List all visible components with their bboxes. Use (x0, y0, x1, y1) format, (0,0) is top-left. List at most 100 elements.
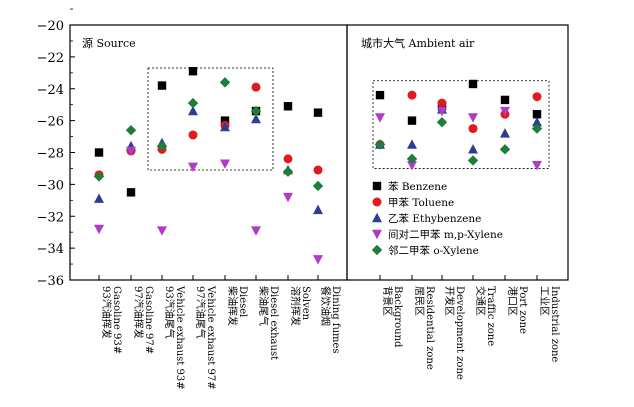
source-xylene_o-point (93, 171, 105, 182)
source-xylene_mp-point (251, 226, 261, 236)
ambient-benzene-point (407, 116, 417, 125)
ambient-xylene_mp-point (500, 106, 510, 117)
ambient-xylene_mp-point (375, 113, 385, 123)
category-label-text: 97汽油挥发Gasoline 97# (132, 286, 154, 354)
category-label-text: 柴油尾气Diesel exhaust (257, 286, 279, 360)
source-highlight-box (147, 67, 274, 171)
source-ethylbenzene-point (94, 193, 104, 203)
source-ethylbenzene-point (313, 204, 323, 215)
category-label-text: 交通区Traffic zone (474, 286, 496, 346)
source-benzene-point (126, 188, 136, 197)
legend-benzene-label: 苯 Benzene (388, 180, 447, 193)
category-label-text: 溶剂挥发Solven (289, 286, 311, 326)
source-xylene_mp-point (126, 146, 136, 157)
source-category-label: 溶剂挥发Solven (289, 286, 311, 326)
source-category-label: 柴油尾气Diesel exhaust (257, 286, 279, 360)
source-xylene_mp-point (313, 255, 323, 265)
y-tick-label: −32 (37, 210, 64, 225)
y-tick-label: −24 (37, 83, 64, 98)
source-benzene-point (157, 81, 167, 90)
source-xylene_o-point (125, 124, 137, 136)
source-ethylbenzene-point (220, 121, 230, 132)
y-tick-label: −36 (37, 274, 64, 289)
ambient-category-label: 背景区Background (381, 286, 403, 348)
y-tick-label: −26 (37, 115, 64, 130)
source-benzene-point (313, 108, 323, 117)
source-ethylbenzene-point (251, 113, 261, 124)
source-category-label: 97汽油尾气Vehicle exhaust 97# (194, 285, 216, 390)
source-panel-frame (69, 24, 348, 281)
category-label-text: 93汽油尾气Vehicle exhaust 93# (163, 285, 185, 390)
ambient-xylene_mp-point (532, 161, 542, 171)
source-panel-label: 源 Source (82, 36, 136, 50)
legend-toluene-marker (372, 197, 382, 207)
ambient-xylene_o-point (499, 144, 511, 155)
ambient-category-label: 工业区Industrial zone (538, 286, 560, 362)
ambient-xylene_mp-point (437, 106, 447, 117)
ambient-toluene-point (437, 98, 447, 108)
source-category-label: 93汽油尾气Vehicle exhaust 93# (163, 285, 185, 390)
ambient-ethylbenzene-point (468, 144, 478, 154)
category-label-text: 居民区Residential zone (413, 286, 435, 370)
ambient-panel-label: 城市大气 Ambient air (361, 36, 475, 50)
source-benzene-point (94, 148, 104, 157)
legend-xylene_mp-label: 间对二甲苯 m,p-Xylene (388, 228, 503, 241)
y-tick-label: −22 (37, 51, 64, 66)
ambient-category-label: 开发区Development zone (443, 286, 465, 380)
source-xylene_o-point (187, 97, 199, 109)
legend-xylene_mp-marker (372, 229, 382, 240)
source-benzene-point (188, 67, 198, 76)
source-xylene_o-point (219, 77, 231, 88)
ambient-category-label: 港口区Port zone (506, 286, 528, 334)
ambient-panel-frame (346, 24, 569, 281)
source-toluene-point (313, 165, 323, 175)
source-toluene-point (283, 154, 293, 164)
source-xylene_mp-point (220, 159, 230, 169)
ambient-toluene-point (407, 90, 417, 100)
y-tick-label: −34 (37, 242, 64, 257)
source-xylene_o-point (250, 105, 262, 117)
ambient-toluene-point (468, 124, 478, 134)
source-benzene-point (283, 102, 293, 111)
source-xylene_mp-point (283, 192, 293, 203)
source-category-label: 97汽油挥发Gasoline 97# (132, 286, 154, 354)
y-tick-label: −28 (37, 147, 64, 162)
category-label-text: 餐饮油烟Dining fumes (319, 286, 341, 354)
source-xylene_mp-point (157, 226, 167, 236)
ambient-toluene-point (532, 92, 542, 102)
ambient-benzene-point (500, 95, 510, 105)
ambient-category-label: 交通区Traffic zone (474, 286, 496, 346)
source-xylene_o-point (282, 166, 294, 177)
ambient-xylene_mp-point (468, 113, 478, 123)
ambient-xylene_mp-point (407, 161, 417, 171)
ambient-ethylbenzene-point (407, 139, 417, 149)
source-benzene-point (220, 116, 230, 125)
legend-xylene_o-marker (371, 244, 383, 256)
category-label-text: 背景区Background (381, 286, 403, 348)
source-xylene_mp-point (94, 224, 104, 235)
category-label-text: 柴油挥发Diesel (226, 286, 248, 326)
source-toluene-point (188, 130, 198, 140)
category-label-text: 开发区Development zone (443, 286, 465, 380)
source-category-label: 柴油挥发Diesel (226, 286, 248, 326)
legend-ethylbenzene-marker (372, 212, 382, 223)
legend-ethylbenzene-label: 乙苯 Ethybenzene (388, 212, 481, 225)
source-category-label: 餐饮油烟Dining fumes (319, 286, 341, 354)
ambient-benzene-point (532, 110, 542, 119)
source-category-label: 93汽油挥发Gasoline 93# (100, 286, 122, 354)
category-label-text: 工业区Industrial zone (538, 286, 560, 362)
ambient-category-label: 居民区Residential zone (413, 286, 435, 370)
ambient-highlight-box (372, 80, 550, 169)
category-label-text: 93汽油挥发Gasoline 93# (100, 286, 122, 354)
legend-toluene-label: 甲苯 Toluene (388, 196, 454, 209)
y-tick-label: −30 (37, 178, 64, 193)
ambient-ethylbenzene-point (532, 117, 542, 127)
ambient-benzene-point (375, 90, 385, 100)
ambient-xylene_o-point (467, 155, 479, 166)
ambient-benzene-point (468, 79, 478, 89)
ambient-xylene_o-point (436, 117, 448, 128)
source-toluene-point (251, 82, 261, 92)
source-xylene_o-point (156, 140, 168, 152)
source-xylene_o-point (312, 180, 324, 192)
